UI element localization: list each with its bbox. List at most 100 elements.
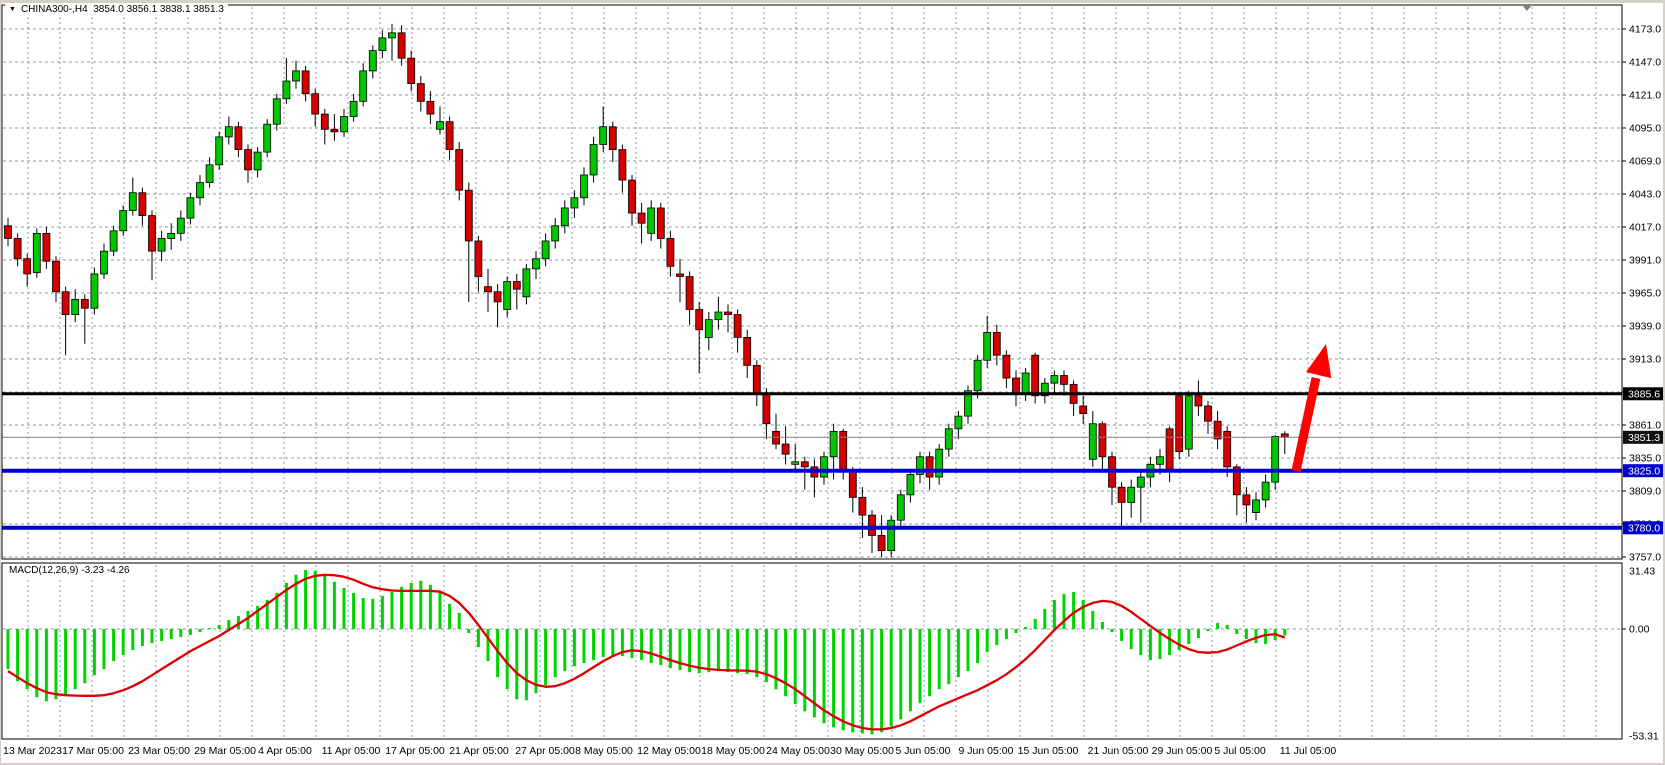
macd-histogram-bar bbox=[6, 629, 10, 670]
candle-body bbox=[637, 212, 646, 224]
candle-body bbox=[109, 230, 118, 252]
macd-histogram-bar bbox=[851, 629, 855, 733]
candle-body bbox=[858, 496, 867, 516]
date-axis-label: 5 Jun 05:00 bbox=[896, 745, 951, 757]
macd-histogram-bar bbox=[275, 592, 279, 629]
macd-histogram-bar bbox=[1216, 622, 1220, 629]
price-level-chip-label: 3780.0 bbox=[1628, 523, 1660, 535]
candle-body bbox=[301, 70, 310, 95]
candle-body bbox=[820, 456, 828, 478]
macd-histogram-bar bbox=[726, 629, 730, 673]
candle-body bbox=[176, 217, 185, 234]
candle-body bbox=[896, 494, 905, 521]
macd-histogram-bar bbox=[83, 629, 87, 684]
macd-axis-label: -53.31 bbox=[1629, 730, 1659, 742]
macd-histogram-bar bbox=[1120, 629, 1124, 642]
date-axis-label: 4 Apr 05:00 bbox=[258, 745, 312, 757]
candle-body bbox=[90, 273, 99, 309]
date-axis-label: 8 May 05:00 bbox=[575, 745, 633, 757]
macd-histogram-bar bbox=[668, 629, 672, 669]
candle-body bbox=[676, 273, 684, 277]
macd-histogram-bar bbox=[352, 592, 356, 629]
candle-body bbox=[23, 258, 32, 275]
date-axis-label: 13 Mar 2023 bbox=[3, 745, 62, 757]
candle-body bbox=[13, 238, 22, 260]
macd-histogram-bar bbox=[659, 629, 663, 666]
macd-pane-border bbox=[1, 562, 1623, 740]
macd-histogram-bar bbox=[256, 605, 260, 629]
macd-histogram-bar bbox=[947, 629, 951, 685]
macd-histogram-bar bbox=[880, 629, 884, 733]
macd-histogram-bar bbox=[505, 629, 509, 690]
price-tick-label: 4173.0 bbox=[1629, 24, 1661, 36]
macd-histogram-bar bbox=[121, 629, 125, 656]
macd-histogram-bar bbox=[995, 629, 999, 646]
macd-histogram-bar bbox=[409, 582, 413, 629]
macd-histogram-bar bbox=[323, 575, 327, 629]
macd-histogram-bar bbox=[918, 629, 922, 704]
candle-body bbox=[1165, 428, 1174, 473]
date-axis-label: 15 Jun 05:00 bbox=[1018, 745, 1079, 757]
date-axis-label: 21 Jun 05:00 bbox=[1088, 745, 1149, 757]
candle-body bbox=[1232, 466, 1241, 496]
candle-body bbox=[167, 232, 176, 239]
candle-body bbox=[1127, 486, 1136, 503]
macd-histogram-bar bbox=[419, 580, 423, 629]
macd-histogram-bar bbox=[1168, 629, 1172, 656]
candle-body bbox=[1194, 395, 1203, 407]
macd-histogram-bar bbox=[572, 629, 576, 667]
macd-histogram-bar bbox=[1110, 629, 1114, 633]
macd-histogram-bar bbox=[1235, 629, 1239, 635]
candle-body bbox=[935, 448, 944, 478]
macd-histogram-bar bbox=[899, 629, 903, 720]
candle-body bbox=[493, 291, 502, 303]
macd-histogram-bar bbox=[160, 629, 164, 642]
candle-body bbox=[320, 113, 329, 130]
price-tick-label: 3991.0 bbox=[1629, 255, 1661, 267]
macd-histogram-bar bbox=[832, 629, 836, 728]
macd-histogram-bar bbox=[16, 629, 20, 682]
macd-histogram-bar bbox=[1014, 629, 1018, 634]
candle-body bbox=[1021, 372, 1030, 394]
candle-body bbox=[1280, 433, 1289, 438]
candle-body bbox=[71, 298, 80, 315]
chart-dropdown-icon[interactable]: ▼ bbox=[9, 6, 16, 13]
macd-histogram-bar bbox=[908, 629, 912, 712]
macd-histogram-bar bbox=[179, 629, 183, 638]
candle-body bbox=[224, 126, 233, 138]
price-level-chip bbox=[1623, 430, 1663, 444]
candle-body bbox=[128, 192, 137, 211]
chart-canvas[interactable]: 4173.0 4147.0 4121.0 4095.0 4069.0 4043.0 4017… bbox=[1, 3, 1663, 763]
candle-body bbox=[800, 461, 809, 468]
macd-histogram-bar bbox=[928, 629, 932, 697]
date-axis-label: 21 Apr 05:00 bbox=[449, 745, 509, 757]
macd-histogram-bar bbox=[524, 629, 528, 701]
macd-histogram-bar bbox=[688, 629, 692, 673]
candle-body bbox=[714, 311, 723, 321]
macd-histogram-bar bbox=[1052, 599, 1056, 629]
macd-histogram-bar bbox=[313, 570, 317, 629]
macd-histogram-bar bbox=[1244, 629, 1248, 640]
macd-histogram-bar bbox=[380, 595, 384, 629]
macd-histogram-bar bbox=[563, 629, 567, 672]
candle-body bbox=[205, 164, 214, 183]
macd-indicator-label: MACD(12,26,9) -3.23 -4.26 bbox=[6, 565, 133, 577]
candle-body bbox=[100, 250, 108, 275]
date-axis-label: 5 Jul 05:00 bbox=[1214, 745, 1266, 757]
macd-histogram-bar bbox=[448, 603, 452, 629]
buy-arrow-shaft[interactable] bbox=[1291, 377, 1321, 472]
candle-body bbox=[868, 514, 876, 536]
chart-shift-marker-icon[interactable] bbox=[1522, 5, 1532, 11]
candle-body bbox=[80, 298, 89, 309]
macd-histogram-bar bbox=[1264, 629, 1268, 645]
macd-histogram-bar bbox=[54, 629, 58, 700]
macd-histogram-bar bbox=[476, 629, 480, 648]
candle-body bbox=[61, 291, 70, 315]
date-axis-label: 29 Jun 05:00 bbox=[1152, 745, 1213, 757]
candle-body bbox=[455, 149, 464, 191]
candle-body bbox=[244, 149, 252, 171]
macd-histogram-bar bbox=[1043, 608, 1047, 629]
macd-histogram-bar bbox=[188, 629, 192, 636]
buy-arrow-head[interactable] bbox=[1305, 344, 1332, 379]
